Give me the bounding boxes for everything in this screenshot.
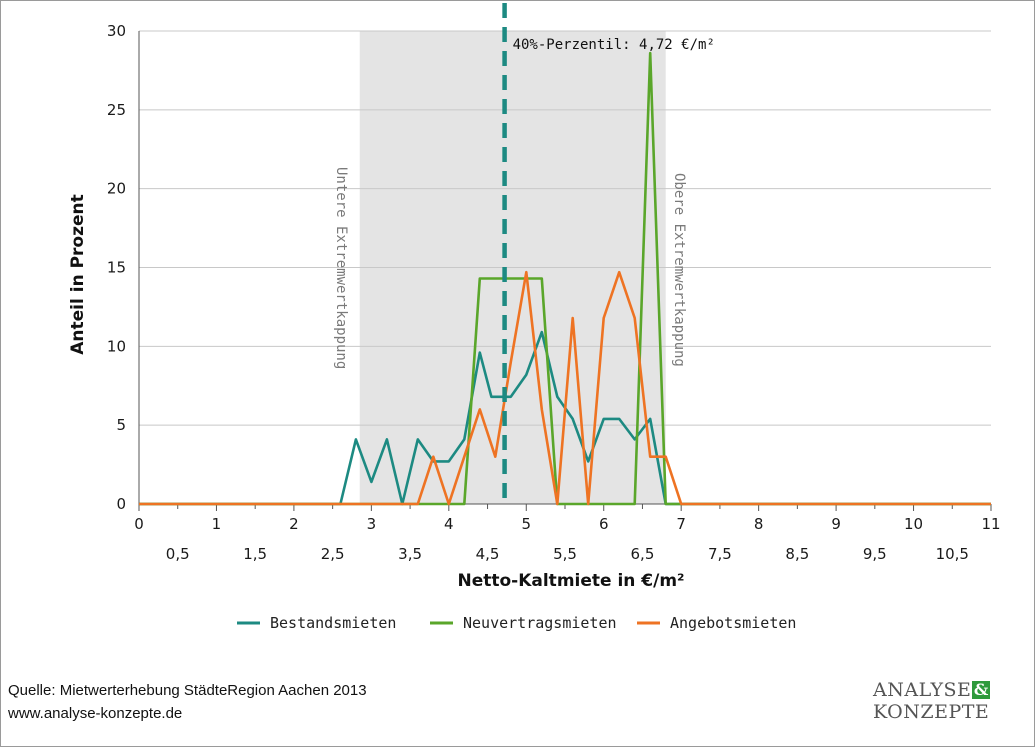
x-tick-label: 8	[754, 515, 764, 533]
y-tick-label: 15	[107, 259, 126, 277]
y-tick-label: 20	[107, 180, 126, 198]
y-tick-label: 10	[107, 337, 126, 355]
x-minor-tick-label: 0,5	[166, 545, 190, 563]
chart: 0 5 10 15 20 25 30 0 1 2 3 4 5 6 7 8 9 10 11 0,5 1,5 2,5 3,5 4,…	[68, 3, 1001, 632]
y-tick-label: 25	[107, 101, 126, 119]
company-logo: ANALYSE & KONZEPTE	[873, 679, 1021, 723]
x-minor-tick-label: 7,5	[708, 545, 732, 563]
x-minor-tick-label: 6,5	[631, 545, 655, 563]
x-tick-label: 11	[981, 515, 1000, 533]
x-tick-label: 1	[212, 515, 222, 533]
x-minor-tick-label: 5,5	[553, 545, 577, 563]
x-axis-title: Netto-Kaltmiete in €/m²	[457, 571, 684, 591]
x-tick-label: 0	[134, 515, 144, 533]
series	[139, 51, 991, 506]
y-axis-title: Anteil in Prozent	[68, 194, 88, 355]
labels: Untere Extremwertkappung Obere Extremwert…	[333, 167, 687, 369]
source-line: Quelle: Mietwerterhebung StädteRegion Aa…	[8, 682, 367, 699]
source-note: Quelle: Mietwerterhebung StädteRegion Aa…	[8, 679, 367, 725]
legend-label-neuvertragsmieten: Neuvertragsmieten	[463, 614, 617, 632]
x-tick-label: 10	[904, 515, 923, 533]
x-tick-label: 9	[831, 515, 841, 533]
x-minor-tick-label: 1,5	[243, 545, 267, 563]
x-tick-label: 6	[599, 515, 609, 533]
x-tick-label: 4	[444, 515, 454, 533]
website-line: www.analyse-konzepte.de	[8, 705, 183, 722]
logo-line-1: ANALYSE &	[873, 679, 991, 701]
percentile-label: 40%-Perzentil: 4,72 €/m²	[513, 37, 715, 53]
logo-ampersand: &	[972, 680, 991, 699]
series-line-neuvertragsmieten	[139, 51, 991, 506]
legend-label-bestandsmieten: Bestandsmieten	[270, 614, 396, 632]
percentile-marker: 40%-Perzentil: 4,72 €/m²	[502, 3, 715, 504]
series-line-angebotsmieten	[139, 270, 991, 506]
x-tick-label: 2	[289, 515, 299, 533]
y-tick-label: 5	[116, 416, 126, 434]
x-minor-tick-label: 3,5	[398, 545, 422, 563]
x-minor-tick-label: 10,5	[936, 545, 969, 563]
series-line-bestandsmieten	[139, 330, 991, 506]
x-minor-tick-label: 8,5	[785, 545, 809, 563]
y-tick-label: 0	[116, 495, 126, 513]
x-tick-label: 5	[521, 515, 531, 533]
x-minor-tick-label: 9,5	[863, 545, 887, 563]
legend-label-angebotsmieten: Angebotsmieten	[670, 614, 796, 632]
y-tick-label: 30	[107, 22, 126, 40]
logo-line-2: KONZEPTE	[873, 701, 990, 723]
x-tick-label: 7	[676, 515, 686, 533]
legend: Bestandsmieten Neuvertragsmieten Angebotsm…	[237, 614, 796, 632]
x-tick-label: 3	[367, 515, 377, 533]
lower-band-label: Untere Extremwertkappung	[333, 167, 349, 369]
upper-band-label: Obere Extremwertkappung	[671, 173, 687, 367]
axes: 0 5 10 15 20 25 30 0 1 2 3 4 5 6 7 8 9 10 11 0,5 1,5 2,5 3,5 4,…	[68, 22, 1001, 591]
x-minor-tick-label: 2,5	[321, 545, 345, 563]
grid	[139, 30, 991, 426]
x-minor-tick-label: 4,5	[476, 545, 500, 563]
